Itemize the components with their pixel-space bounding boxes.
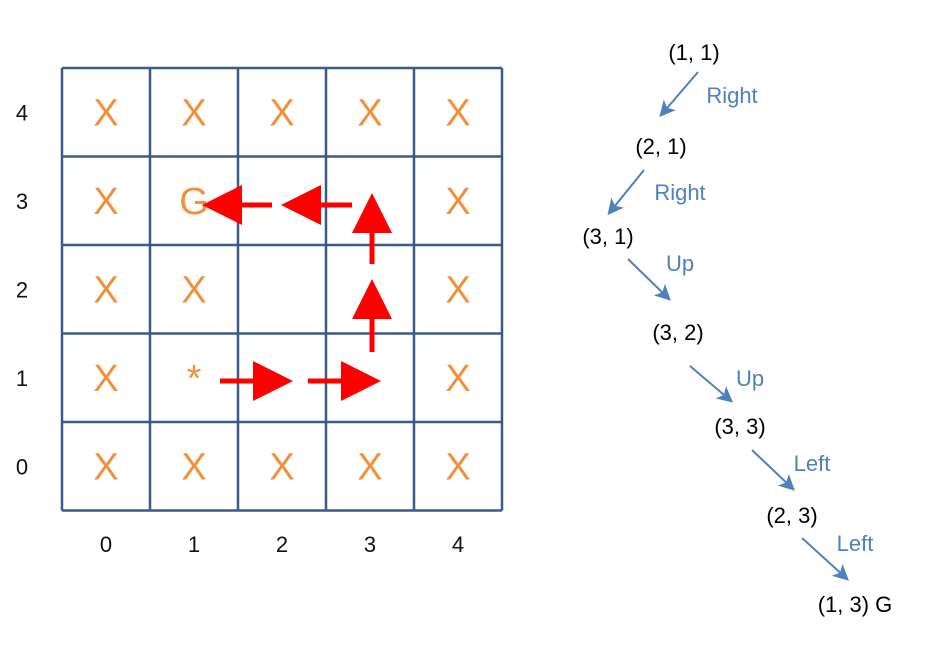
trace-edge-arrow (659, 71, 699, 118)
search-trace: (1, 1) (2, 1) (3, 1) (3, 2) (3, 3) (2, 3) (1, … (582, 40, 892, 617)
grid-cell-3-4: X (445, 181, 470, 223)
y-axis-label: 3 (16, 189, 28, 214)
grid-world: X X X X X X G X X X X X * X X X X X X (60, 66, 504, 512)
grid-cell-0-2: X (269, 446, 294, 488)
trace-action-label: Left (837, 531, 874, 556)
x-axis-label: 1 (188, 532, 200, 557)
y-axis-label: 1 (16, 366, 28, 391)
trace-action-label: Up (666, 251, 694, 276)
y-axis-label: 4 (16, 100, 28, 125)
grid-cell-1-4: X (445, 358, 470, 400)
grid-cell-3-0: X (93, 181, 118, 223)
trace-node: (2, 3) (766, 503, 817, 528)
grid-cell-0-0: X (93, 446, 118, 488)
grid-cell-4-3: X (357, 92, 382, 134)
grid-cell-0-4: X (445, 446, 470, 488)
trace-node: (3, 2) (652, 320, 703, 345)
grid-cell-2-4: X (445, 269, 470, 311)
x-axis-label: 0 (100, 532, 112, 557)
grid-cell-2-0: X (93, 269, 118, 311)
trace-action-label: Right (706, 83, 757, 108)
trace-node: (3, 1) (582, 224, 633, 249)
grid-cell-2-1: X (181, 269, 206, 311)
y-axis-labels: 4 3 2 1 0 (16, 100, 28, 479)
grid-cell-0-1: X (181, 446, 206, 488)
grid-cell-0-3: X (357, 446, 382, 488)
x-axis-label: 2 (276, 532, 288, 557)
y-axis-label: 2 (16, 277, 28, 302)
trace-node: (1, 3) G (818, 592, 893, 617)
grid-cell-1-1: * (187, 358, 202, 400)
y-axis-label: 0 (16, 454, 28, 479)
trace-edge-arrow (751, 449, 795, 491)
x-axis-label: 4 (452, 532, 464, 557)
trace-action-label: Right (654, 180, 705, 205)
grid-cell-4-4: X (445, 92, 470, 134)
path-arrows (202, 185, 392, 401)
trace-edge-arrow (627, 258, 671, 301)
trace-edge-arrow (607, 169, 645, 216)
grid-cell-1-0: X (93, 358, 118, 400)
trace-node: (1, 1) (668, 40, 719, 65)
trace-action-label: Up (736, 366, 764, 391)
grid-cell-3-1: G (179, 181, 209, 223)
trace-edge-arrow (689, 365, 734, 403)
trace-node: (2, 1) (635, 134, 686, 159)
trace-edge-arrow (801, 537, 849, 581)
x-axis-label: 3 (364, 532, 376, 557)
trace-action-label: Left (794, 451, 831, 476)
grid-cell-4-1: X (181, 92, 206, 134)
x-axis-labels: 0 1 2 3 4 (100, 532, 464, 557)
trace-node: (3, 3) (714, 414, 765, 439)
grid-cell-4-0: X (93, 92, 118, 134)
grid-cell-4-2: X (269, 92, 294, 134)
